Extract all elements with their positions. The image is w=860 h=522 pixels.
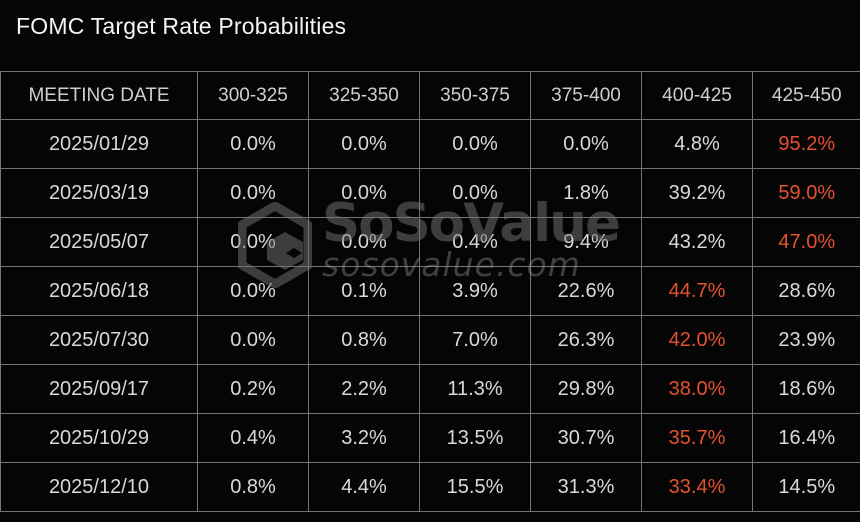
page-title: FOMC Target Rate Probabilities	[16, 12, 347, 39]
probability-cell: 18.6%	[752, 364, 860, 414]
meeting-date-cell: 2025/10/29	[0, 413, 198, 463]
probability-cell: 13.5%	[419, 413, 531, 463]
probability-cell-highlighted: 33.4%	[641, 462, 753, 512]
probability-cell: 0.4%	[419, 217, 531, 267]
col-header-range-300-325: 300-325	[197, 71, 309, 120]
col-header-range-425-450: 425-450	[752, 71, 860, 120]
probability-cell: 0.0%	[197, 315, 309, 365]
probability-cell: 7.0%	[419, 315, 531, 365]
probabilities-table: MEETING DATE 300-325 325-350 350-375 375-400…	[0, 71, 860, 512]
probability-cell: 0.0%	[197, 119, 309, 169]
probability-cell: 0.0%	[197, 266, 309, 316]
meeting-date-cell: 2025/07/30	[0, 315, 198, 365]
probability-cell: 9.4%	[530, 217, 642, 267]
table-row: 2025/09/17 0.2% 2.2% 11.3% 29.8% 38.0% 18.6%	[0, 364, 860, 414]
probability-cell: 22.6%	[530, 266, 642, 316]
probability-cell: 4.8%	[641, 119, 753, 169]
probability-cell: 26.3%	[530, 315, 642, 365]
meeting-date-cell: 2025/12/10	[0, 462, 198, 512]
table-header-row: MEETING DATE 300-325 325-350 350-375 375-400…	[0, 71, 860, 120]
col-header-range-375-400: 375-400	[530, 71, 642, 120]
probability-cell: 0.0%	[308, 119, 420, 169]
meeting-date-cell: 2025/06/18	[0, 266, 198, 316]
probability-cell: 1.8%	[530, 168, 642, 218]
probability-cell: 0.4%	[197, 413, 309, 463]
probability-cell: 14.5%	[752, 462, 860, 512]
col-header-range-350-375: 350-375	[419, 71, 531, 120]
probability-cell-highlighted: 35.7%	[641, 413, 753, 463]
probability-cell: 23.9%	[752, 315, 860, 365]
probability-cell: 0.2%	[197, 364, 309, 414]
probability-cell: 39.2%	[641, 168, 753, 218]
probability-cell: 0.0%	[530, 119, 642, 169]
table-row: 2025/01/29 0.0% 0.0% 0.0% 0.0% 4.8% 95.2%	[0, 119, 860, 169]
col-header-range-400-425: 400-425	[641, 71, 753, 120]
table-row: 2025/07/30 0.0% 0.8% 7.0% 26.3% 42.0% 23.9%	[0, 315, 860, 365]
table-row: 2025/06/18 0.0% 0.1% 3.9% 22.6% 44.7% 28.6%	[0, 266, 860, 316]
probability-cell: 15.5%	[419, 462, 531, 512]
meeting-date-cell: 2025/09/17	[0, 364, 198, 414]
table-row: 2025/03/19 0.0% 0.0% 0.0% 1.8% 39.2% 59.0%	[0, 168, 860, 218]
probability-cell: 2.2%	[308, 364, 420, 414]
probability-cell-highlighted: 59.0%	[752, 168, 860, 218]
probability-cell-highlighted: 44.7%	[641, 266, 753, 316]
probability-cell: 0.8%	[197, 462, 309, 512]
probability-cell: 3.2%	[308, 413, 420, 463]
probability-cell: 0.0%	[308, 168, 420, 218]
probability-cell-highlighted: 47.0%	[752, 217, 860, 267]
meeting-date-cell: 2025/03/19	[0, 168, 198, 218]
probability-cell: 3.9%	[419, 266, 531, 316]
probability-cell: 0.1%	[308, 266, 420, 316]
probability-cell: 16.4%	[752, 413, 860, 463]
probability-cell: 11.3%	[419, 364, 531, 414]
table-row: 2025/05/07 0.0% 0.0% 0.4% 9.4% 43.2% 47.0%	[0, 217, 860, 267]
probability-cell: 28.6%	[752, 266, 860, 316]
table-row: 2025/10/29 0.4% 3.2% 13.5% 30.7% 35.7% 16.4%	[0, 413, 860, 463]
probability-cell: 30.7%	[530, 413, 642, 463]
probability-cell: 0.0%	[197, 217, 309, 267]
meeting-date-cell: 2025/05/07	[0, 217, 198, 267]
probability-cell-highlighted: 42.0%	[641, 315, 753, 365]
probability-cell: 0.0%	[308, 217, 420, 267]
table-row: 2025/12/10 0.8% 4.4% 15.5% 31.3% 33.4% 14.5%	[0, 462, 860, 512]
probability-cell: 29.8%	[530, 364, 642, 414]
probability-cell: 0.0%	[419, 119, 531, 169]
probability-cell: 0.0%	[419, 168, 531, 218]
probability-cell-highlighted: 95.2%	[752, 119, 860, 169]
probability-cell: 4.4%	[308, 462, 420, 512]
probability-cell: 43.2%	[641, 217, 753, 267]
probability-cell: 0.0%	[197, 168, 309, 218]
probability-cell: 31.3%	[530, 462, 642, 512]
col-header-range-325-350: 325-350	[308, 71, 420, 120]
probability-cell: 0.8%	[308, 315, 420, 365]
probability-cell-highlighted: 38.0%	[641, 364, 753, 414]
meeting-date-cell: 2025/01/29	[0, 119, 198, 169]
col-header-meeting-date: MEETING DATE	[0, 71, 198, 120]
